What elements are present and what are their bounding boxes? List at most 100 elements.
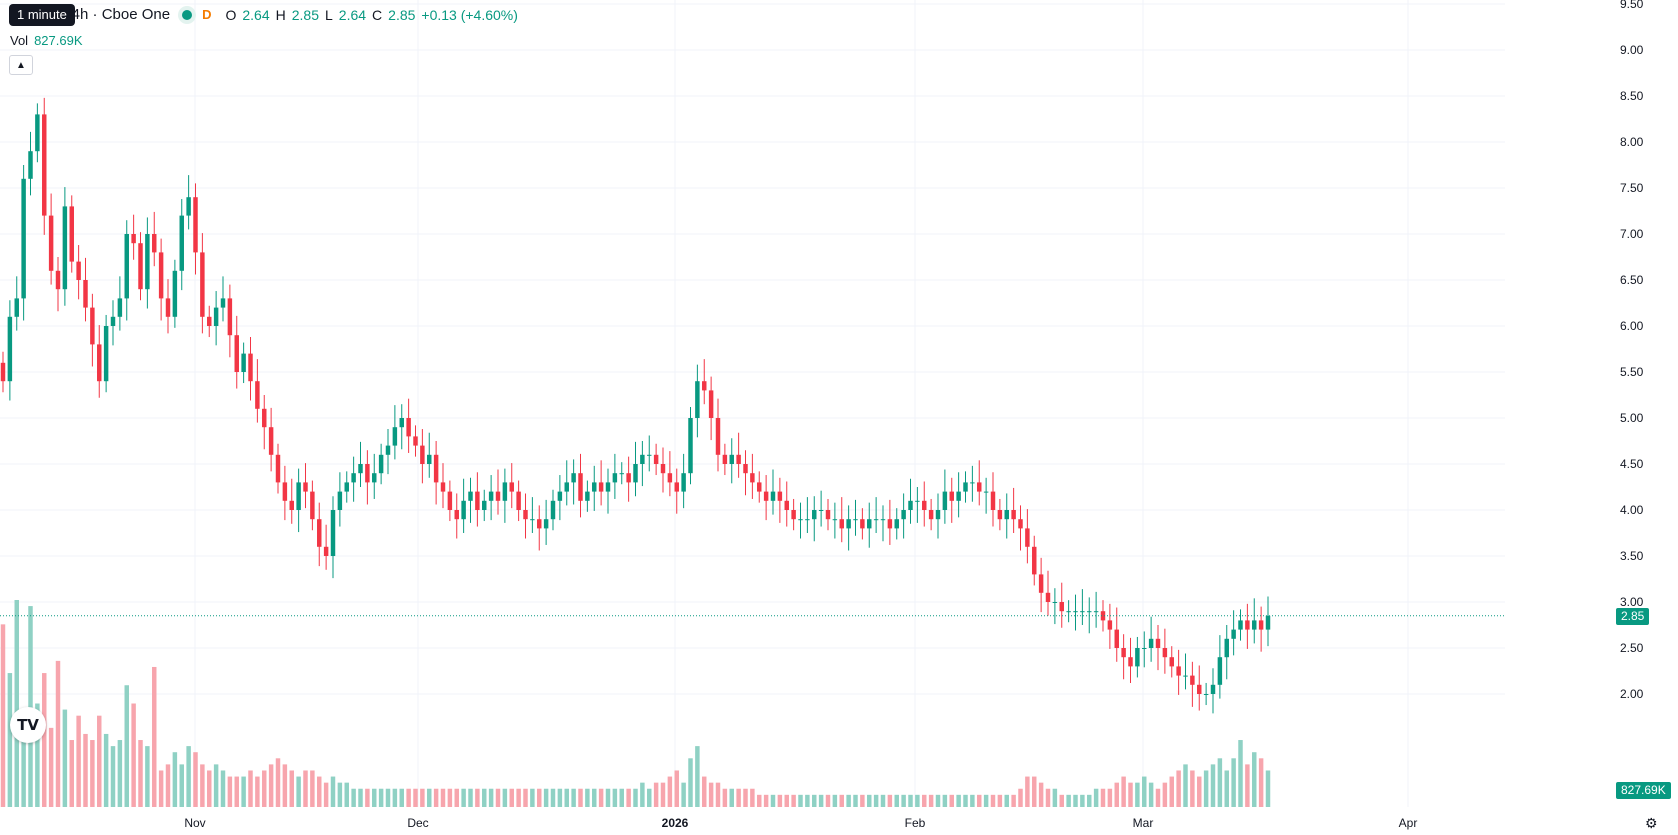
candle-body xyxy=(138,243,143,290)
volume-label[interactable]: Vol xyxy=(10,33,29,48)
volume-bar xyxy=(344,782,349,807)
volume-bar xyxy=(702,776,707,807)
volume-bar xyxy=(681,782,686,807)
volume-bar xyxy=(757,794,762,807)
candle-body xyxy=(1203,694,1209,695)
volume-bar xyxy=(1045,788,1051,807)
candle-body xyxy=(564,482,569,492)
candle-body xyxy=(784,500,789,510)
price-tick-label: 7.50 xyxy=(1620,181,1644,195)
candle-body xyxy=(90,307,95,345)
volume-bar xyxy=(894,794,899,807)
candle-body xyxy=(1093,611,1099,613)
price-tick-label: 2.00 xyxy=(1620,687,1644,701)
volume-bar xyxy=(798,794,803,807)
candle-body xyxy=(977,482,982,492)
candle-body xyxy=(674,482,679,492)
volume-bar xyxy=(117,740,123,807)
volume-bar xyxy=(1148,782,1154,807)
candle-body xyxy=(592,482,597,492)
candle-body xyxy=(124,234,129,299)
candle-body xyxy=(805,519,810,521)
candle-body xyxy=(1045,592,1051,602)
interval-tooltip: 1 minute xyxy=(9,4,75,26)
candle-body xyxy=(262,408,267,428)
volume-bar xyxy=(585,788,590,807)
candle-body xyxy=(1038,574,1044,593)
volume-bar xyxy=(351,788,356,807)
candle-body xyxy=(97,344,102,382)
tradingview-logo-icon[interactable]: TV xyxy=(10,707,46,743)
price-axis[interactable]: 9.50 9.00 8.50 8.00 7.50 7.00 6.50 6.00 5.50 5.00… xyxy=(1620,0,1644,701)
volume-bar xyxy=(928,794,934,807)
candles xyxy=(0,97,1271,714)
time-axis[interactable]: Nov Dec 2026 Feb Mar Apr xyxy=(184,816,1417,830)
time-tick-label: Mar xyxy=(1133,816,1154,830)
volume-bar xyxy=(337,782,343,807)
price-tick-label: 9.50 xyxy=(1620,0,1644,11)
volume-bar xyxy=(131,703,136,807)
candle-body xyxy=(1080,611,1085,613)
candle-body xyxy=(248,353,253,382)
candle-body xyxy=(241,353,246,372)
volume-bar xyxy=(791,794,796,807)
candle-body xyxy=(1087,611,1092,613)
price-tick-label: 4.00 xyxy=(1620,503,1644,517)
collapse-legend-button[interactable]: ▲ xyxy=(9,55,33,75)
low-label: L xyxy=(324,6,333,23)
volume-bar xyxy=(440,788,446,807)
volume-bar xyxy=(1038,782,1044,807)
close-label: C xyxy=(372,6,383,23)
volume-bar xyxy=(777,794,783,807)
candle-body xyxy=(550,500,556,520)
candle-body xyxy=(21,178,26,299)
volume-bar xyxy=(530,788,535,807)
candle-body xyxy=(543,519,549,529)
volume-bar xyxy=(708,782,714,807)
volume-bar xyxy=(495,788,501,807)
candle-body xyxy=(585,491,590,501)
volume-bar xyxy=(152,666,157,807)
candle-body xyxy=(1100,611,1106,621)
gear-icon[interactable]: ⚙ xyxy=(1645,815,1658,831)
volume-bar xyxy=(248,770,253,807)
volume-bar xyxy=(818,794,824,807)
candle-body xyxy=(323,546,329,556)
candle-body xyxy=(337,491,343,510)
volume-bar xyxy=(1142,776,1147,807)
volume-bar xyxy=(784,794,789,807)
candle-body xyxy=(647,454,652,456)
candle-body xyxy=(1032,546,1037,575)
volume-bar xyxy=(385,788,391,807)
candle-body xyxy=(530,519,535,521)
volume-bar xyxy=(69,740,74,807)
candle-body xyxy=(433,454,439,483)
candle-body xyxy=(626,473,631,483)
volume-bar xyxy=(1231,758,1236,807)
low-value: 2.64 xyxy=(338,6,367,23)
volume-bar xyxy=(1169,776,1174,807)
candle-body xyxy=(213,307,219,326)
candle-body xyxy=(812,510,817,520)
volume-bar xyxy=(158,770,164,807)
volume-bar xyxy=(901,794,906,807)
volume-bar xyxy=(1128,782,1133,807)
candle-body xyxy=(440,482,446,492)
candle-body xyxy=(488,491,494,501)
candle-body xyxy=(722,454,728,464)
volume-bar xyxy=(970,794,975,807)
volume-bar xyxy=(935,794,941,807)
volume-bar xyxy=(722,788,728,807)
volume-bar xyxy=(983,794,989,807)
volume-bar xyxy=(867,794,872,807)
volume-bar xyxy=(509,788,514,807)
volume-bar xyxy=(956,794,961,807)
candle-body xyxy=(42,114,47,216)
volume-bar xyxy=(688,758,693,807)
volume-bar xyxy=(76,715,81,807)
volume-bar xyxy=(825,794,831,807)
candle-body xyxy=(915,500,920,502)
candle-body xyxy=(990,491,996,510)
volume-bar xyxy=(612,788,618,807)
